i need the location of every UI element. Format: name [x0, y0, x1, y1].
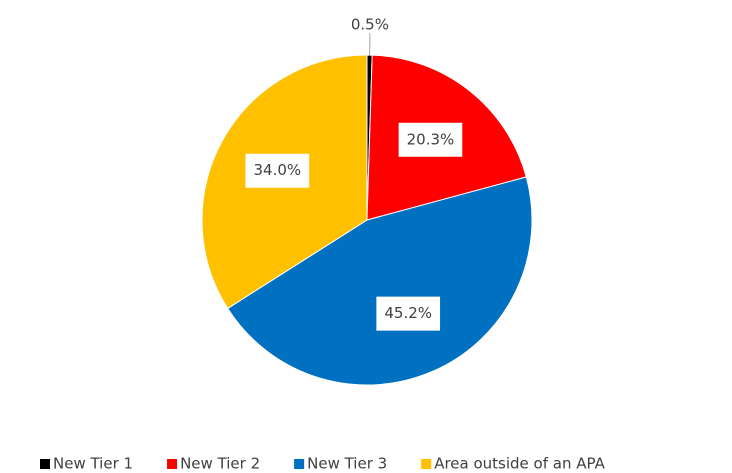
- legend-label: New Tier 3: [307, 455, 387, 473]
- data-label: 20.3%: [407, 130, 455, 148]
- pie-slice: [226, 176, 533, 386]
- data-label-box: [398, 122, 463, 157]
- data-label: 0.5%: [351, 16, 389, 34]
- legend-label: New Tier 1: [53, 455, 133, 473]
- data-label: 34.0%: [254, 161, 302, 179]
- legend-swatch: [421, 459, 432, 469]
- legend-swatch: [167, 459, 178, 469]
- data-label-box: [376, 296, 441, 331]
- legend-label: New Tier 2: [180, 455, 260, 473]
- legend-label: Area outside of an APA: [434, 455, 605, 473]
- legend-swatch: [294, 459, 305, 469]
- data-label: 45.2%: [384, 304, 432, 322]
- data-label-box: [245, 153, 310, 188]
- legend-swatch: [40, 459, 50, 469]
